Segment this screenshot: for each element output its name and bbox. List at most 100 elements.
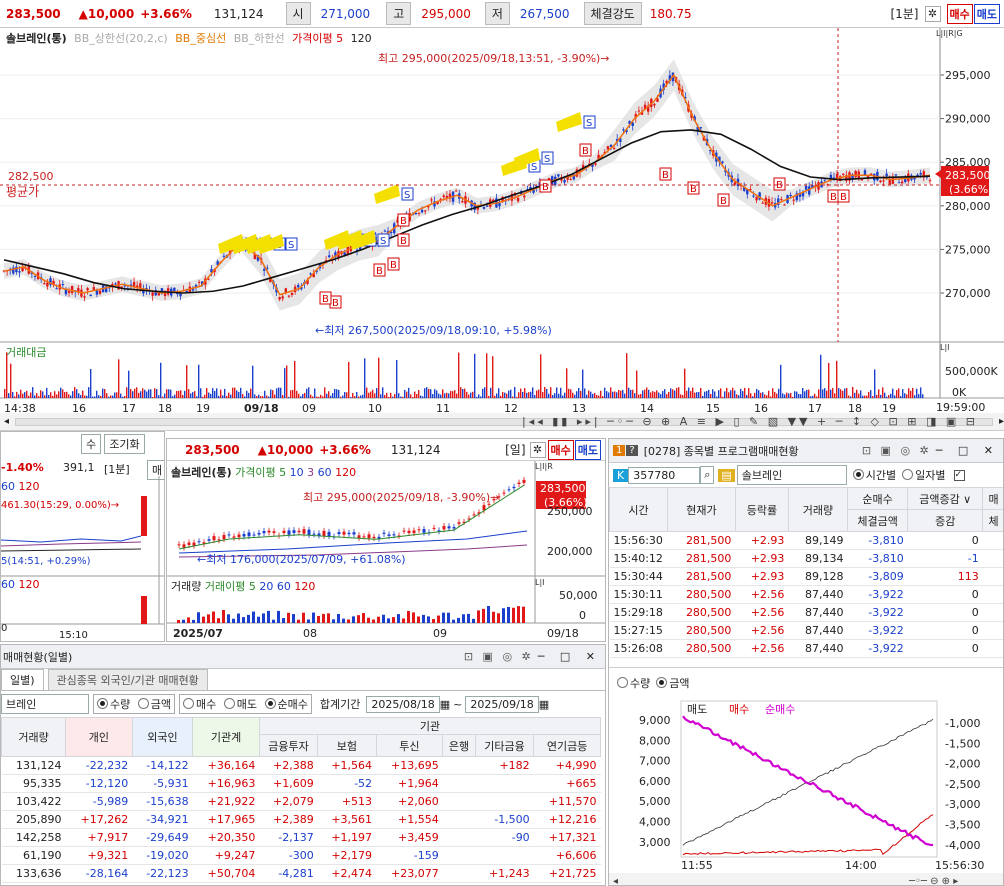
folder-icon[interactable]: ▤ — [718, 468, 735, 482]
col-delta[interactable]: 증감 — [907, 509, 984, 532]
col-financial-investment[interactable]: 금융투자 — [258, 734, 319, 757]
daily-vol-legend-60[interactable]: 60 — [276, 580, 291, 593]
table-row[interactable]: 15:40:12 281,500 +2.93 89,134 -3,810 -1 — [609, 549, 1003, 568]
date-to-input[interactable]: 2025/09/18 — [465, 695, 539, 713]
col-pension[interactable]: 연기금등 — [533, 734, 601, 757]
option-qty[interactable]: 수량 — [97, 698, 130, 711]
checkbox[interactable]: ✓ — [953, 469, 965, 481]
daily-legend-ma[interactable]: 가격이평 5 — [235, 466, 287, 479]
option-time[interactable]: 시간별 — [852, 467, 896, 483]
daily-vol-legend-ma[interactable]: 거래이평 5 — [204, 580, 256, 593]
zoom-controls[interactable]: |◂◂ ▮▮ ▸▸| ─◦─ ⊖ ⊕ A ≡ ▶ ▯ ✎ ▧ ▼▼ + ─ ↕ … — [522, 415, 978, 428]
col-individual[interactable]: 개인 — [65, 717, 133, 757]
scrollbar[interactable] — [15, 417, 993, 426]
col-other-financial[interactable]: 기타금융 — [474, 734, 535, 757]
tab-watch-list[interactable]: 관심종목 외국인/기관 매매현황 — [47, 669, 208, 690]
sell-button[interactable]: 매도 — [973, 3, 1000, 24]
daily-legend-3[interactable]: 3 — [307, 466, 315, 479]
col-volume[interactable]: 거래량 — [787, 487, 848, 532]
col-trust[interactable]: 투신 — [375, 734, 444, 757]
option-net[interactable]: 순매수 — [264, 698, 308, 711]
option-day[interactable]: 일자별 — [902, 467, 946, 483]
option-qty[interactable]: 수량 — [617, 675, 650, 691]
legend-bb-lower[interactable]: BB_하한선 — [233, 32, 285, 45]
table-row[interactable]: 133,636 -28,164 -22,123 +50,704 -4,281 +2,474… — [1, 864, 601, 883]
li-buttons[interactable]: L|I — [940, 343, 950, 352]
search-icon[interactable]: ⌕ — [700, 466, 715, 484]
prog-zoom-controls[interactable]: ─◦─ ⊖ ⊕ ▸ — [908, 876, 958, 886]
option-amt[interactable]: 금액 — [137, 698, 171, 711]
table-row[interactable]: 95,335 -12,120 -5,931 +16,963 +1,609 -52 +1,96… — [1, 774, 601, 793]
daily-li-buttons[interactable]: L|I — [535, 578, 545, 587]
option-buy[interactable]: 매수 — [183, 698, 216, 711]
daily-period[interactable]: [일] — [505, 443, 526, 457]
investor-window-controls[interactable]: ─ □ ✕ — [537, 650, 601, 663]
mini-period[interactable]: [1분] — [104, 463, 130, 476]
col-buy-short[interactable]: 매 — [982, 487, 1003, 510]
col-rate[interactable]: 등락률 — [734, 487, 789, 532]
period-select[interactable]: [1분] — [890, 7, 919, 21]
mini-btn-3[interactable]: 매 — [147, 460, 164, 480]
daily-gear-icon[interactable]: ✲ — [529, 441, 546, 458]
daily-buy-button[interactable]: 매수 — [547, 439, 574, 460]
table-row[interactable]: 15:27:15 280,500 +2.56 87,440 -3,922 0 — [609, 621, 1003, 640]
table-row[interactable]: 15:56:30 281,500 +2.93 89,149 -3,810 0 — [609, 531, 1003, 550]
stock-code-input[interactable]: 357780 — [628, 466, 701, 484]
lirg-buttons[interactable]: L|I|R|G — [936, 29, 963, 38]
program-chart[interactable]: 매도 매수 순매수 9,000 8,000 7,000 6,000 5,000 4,000… — [609, 697, 1004, 886]
col-amount-change[interactable]: 금액증감 ∨ — [907, 487, 984, 510]
col-insurance[interactable]: 보험 — [317, 734, 377, 757]
daily-sell-button[interactable]: 매도 — [574, 439, 601, 460]
table-row[interactable]: 15:29:18 280,500 +2.56 87,440 -3,922 0 — [609, 603, 1003, 622]
col-trade-short[interactable]: 체 — [982, 509, 1003, 532]
scroll-right-icon[interactable]: ▸ — [998, 416, 1004, 427]
gear-icon[interactable]: ✲ — [924, 5, 941, 22]
calendar-icon[interactable]: ▦ — [439, 697, 451, 711]
col-bank[interactable]: 은행 — [442, 734, 476, 757]
window-tools[interactable]: ⊡ ▣ ◎ ✲ — [861, 444, 932, 457]
table-row[interactable]: 205,890 +17,262 -34,921 +17,965 +2,389 +3,561… — [1, 810, 601, 829]
col-institution-total[interactable]: 기관계 — [192, 717, 260, 757]
col-price[interactable]: 현재가 — [667, 487, 736, 532]
legend-120[interactable]: 120 — [350, 32, 372, 45]
investor-window-tools[interactable]: ⊡ ▣ ◎ ✲ — [463, 650, 534, 663]
option-sell[interactable]: 매도 — [223, 698, 257, 711]
col-time[interactable]: 시간 — [609, 487, 668, 532]
col-net-buy[interactable]: 순매수 — [846, 487, 909, 510]
table-row[interactable]: 103,422 -5,989 -15,638 +21,922 +2,079 +513 +2,… — [1, 792, 601, 811]
table-row[interactable]: 15:30:11 280,500 +2.56 87,440 -3,922 0 — [609, 585, 1003, 604]
table-row[interactable]: 142,258 +7,917 -29,649 +20,350 -2,137 +1,197 +… — [1, 828, 601, 847]
legend-bb-upper[interactable]: BB_상한선(20,2,c) — [74, 32, 168, 45]
col-foreign[interactable]: 외국인 — [131, 717, 194, 757]
buy-button[interactable]: 매수 — [946, 3, 973, 24]
daily-vol-legend-120[interactable]: 120 — [294, 580, 316, 593]
mini-btn-2[interactable]: 조기화 — [104, 434, 145, 454]
date-from-input[interactable]: 2025/08/18 — [366, 695, 440, 713]
investor-stock-field[interactable]: 브레인 — [1, 694, 89, 714]
col-trade-amount[interactable]: 체결금액 — [846, 509, 909, 532]
stock-type-icon[interactable]: K — [613, 468, 629, 482]
help-icon[interactable]: ? — [626, 445, 638, 456]
daily-lir-buttons[interactable]: L|I|R — [535, 462, 553, 471]
tab-daily[interactable]: 일별) — [1, 669, 44, 690]
daily-legend-60[interactable]: 60 — [317, 466, 332, 479]
legend-bb-middle[interactable]: BB_중심선 — [175, 32, 227, 45]
table-row[interactable]: 15:26:08 280,500 +2.56 87,440 -3,922 0 — [609, 639, 1003, 658]
daily-vol-legend-20[interactable]: 20 — [259, 580, 274, 593]
legend-ma[interactable]: 가격이평 5 — [292, 32, 344, 45]
option-amount[interactable]: 금액 — [656, 675, 690, 691]
scroll-left-icon[interactable]: ◂ — [4, 416, 10, 427]
intraday-chart[interactable]: SSSSSSSSSSSBBBBBBBBBBBBBB 295,000290,000… — [0, 28, 1004, 413]
mini-chart-svg[interactable]: 0 15:10 — [1, 476, 165, 642]
mini-btn-1[interactable]: 수 — [81, 434, 102, 454]
chart-scroll-toolbar[interactable]: ◂ ▸ — [0, 413, 1004, 431]
table-row[interactable]: 61,190 +9,321 -19,020 +9,247 -300 +2,179 -159 +… — [1, 846, 601, 865]
daily-chart-svg[interactable]: 283,500 (3.66%) 250,000 200,000 50,000 0… — [167, 461, 606, 642]
calendar-icon-2[interactable]: ▦ — [538, 697, 550, 711]
daily-legend-10[interactable]: 10 — [289, 466, 304, 479]
table-row[interactable]: 15:30:44 281,500 +2.93 89,128 -3,809 113 — [609, 567, 1003, 586]
col-volume[interactable]: 거래량 — [1, 717, 67, 757]
daily-legend-120[interactable]: 120 — [335, 466, 357, 479]
window-controls[interactable]: ─ □ ✕ — [935, 444, 999, 457]
table-row[interactable]: 131,124 -22,232 -14,122 +36,164 +2,388 +1,564… — [1, 756, 601, 775]
